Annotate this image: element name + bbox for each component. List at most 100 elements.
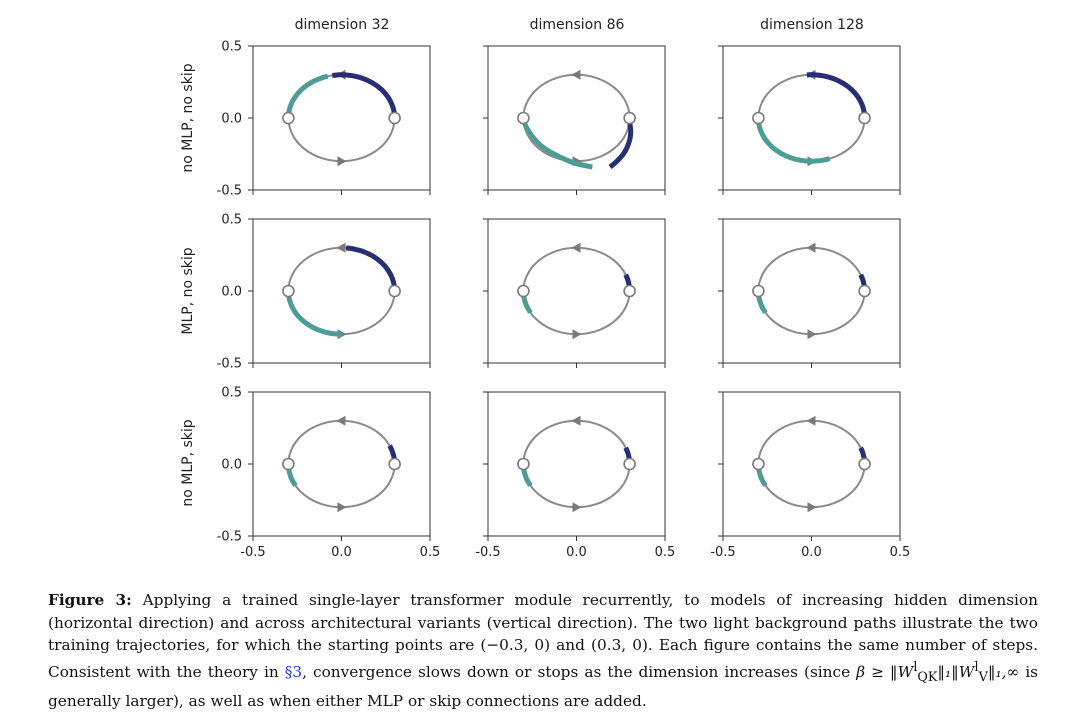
x-tick-label: 0.0 (566, 545, 587, 560)
panel (252, 391, 431, 537)
caption-math-sup-2: l (974, 659, 979, 675)
trajectory-teal (285, 291, 342, 337)
caption-math-sub-1: QK (917, 669, 938, 685)
row-label-0: no MLP, no skip (180, 63, 196, 172)
start-point (858, 284, 871, 298)
row-labels: no MLP, no skip MLP, no skip no MLP, ski… (180, 63, 196, 506)
panel-frame (722, 218, 901, 364)
panel (483, 45, 666, 195)
caption-label: Figure 3: (48, 591, 132, 609)
start-point (623, 111, 636, 125)
y-tick-label: -0.5 (217, 530, 242, 545)
panel-frame (252, 218, 431, 364)
caption-text-2: , convergence slows down or stops as the… (302, 662, 857, 681)
trajectory-teal (285, 73, 329, 118)
start-point (623, 457, 636, 471)
col-title-1: dimension 86 (530, 17, 625, 33)
start-point (858, 457, 871, 471)
panel-frame (252, 391, 431, 537)
y-tick-label: -0.5 (217, 184, 242, 199)
arrow-left-icon (571, 242, 581, 253)
y-tick-label: 0.5 (221, 213, 242, 228)
trajectory-navy (806, 72, 868, 118)
x-tick-labels: -0.5 0.0 0.5 -0.5 0.0 0.5 -0.5 0.0 0.5 (240, 536, 910, 560)
panel (483, 391, 666, 537)
column-titles: dimension 32 dimension 86 dimension 128 (295, 17, 864, 33)
caption-text-1: Applying a trained single-layer transfor… (48, 591, 1038, 681)
row-label-1: MLP, no skip (180, 247, 196, 334)
arrow-left-icon (571, 415, 581, 426)
panel-frame (487, 218, 666, 364)
start-point (282, 284, 295, 298)
panel (252, 45, 431, 195)
x-tick-label: 0.5 (655, 545, 676, 560)
x-tick-label: 0.5 (890, 545, 911, 560)
caption-math-sub-2: V (978, 669, 988, 685)
start-point (858, 111, 871, 125)
arrow-right-icon (807, 329, 817, 340)
x-tick-label: -0.5 (710, 545, 735, 560)
start-point (517, 457, 530, 471)
panel-frame (722, 391, 901, 537)
panels (252, 45, 901, 537)
section-reference-link[interactable]: §3 (284, 662, 303, 681)
panel-frame (252, 45, 431, 191)
start-point (752, 457, 765, 471)
trajectory-teal (521, 119, 593, 170)
y-tick-label: 0.5 (221, 40, 242, 55)
figure-caption: Figure 3: Applying a trained single-laye… (48, 589, 1038, 712)
panel-frame (487, 391, 666, 537)
trajectory-navy (608, 120, 634, 169)
x-tick-label: 0.0 (331, 545, 352, 560)
x-tick-label: -0.5 (240, 545, 265, 560)
arrow-right-icon (572, 502, 582, 513)
figure-grid: dimension 32 dimension 86 dimension 128 … (180, 17, 910, 560)
arrow-right-icon (572, 329, 582, 340)
x-tick-label: -0.5 (475, 545, 500, 560)
start-point (752, 111, 765, 125)
panel (718, 391, 901, 537)
start-point (517, 111, 530, 125)
trajectory-navy (345, 245, 398, 291)
panel-frame (722, 45, 901, 191)
start-point (517, 284, 530, 298)
start-point (282, 111, 295, 125)
arrow-left-icon (806, 242, 816, 253)
caption-text-3: is generally larger), as well as when ei… (48, 662, 1038, 710)
arrow-left-icon (336, 242, 346, 253)
y-tick-labels: 0.5 0.0 -0.5 0.5 0.0 -0.5 0.5 0.0 -0.5 (217, 40, 253, 545)
caption-math-sup-1: l (913, 659, 918, 675)
col-title-2: dimension 128 (760, 17, 864, 33)
row-label-2: no MLP, skip (180, 419, 196, 506)
y-tick-label: 0.0 (221, 458, 242, 473)
arrow-left-icon (336, 415, 346, 426)
y-tick-label: -0.5 (217, 357, 242, 372)
trajectory-teal (755, 117, 831, 164)
caption-math-1: β ≥ ‖W (856, 662, 914, 681)
start-point (388, 111, 401, 125)
x-tick-label: 0.0 (801, 545, 822, 560)
y-tick-label: 0.5 (221, 386, 242, 401)
arrow-right-icon (337, 502, 347, 513)
start-point (282, 457, 295, 471)
arrow-left-icon (806, 415, 816, 426)
start-point (623, 284, 636, 298)
panel (718, 45, 901, 195)
y-tick-label: 0.0 (221, 112, 242, 127)
start-point (752, 284, 765, 298)
panel (718, 218, 901, 368)
arrow-right-icon (807, 502, 817, 513)
arrow-left-icon (571, 69, 581, 80)
x-tick-label: 0.5 (420, 545, 441, 560)
arrow-right-icon (337, 156, 347, 167)
trajectory-navy (331, 72, 398, 119)
panel (252, 218, 431, 368)
caption-math-2: ‖₁‖W (937, 662, 975, 681)
y-tick-label: 0.0 (221, 285, 242, 300)
start-point (388, 284, 401, 298)
panel (483, 218, 666, 368)
start-point (388, 457, 401, 471)
col-title-0: dimension 32 (295, 17, 390, 33)
caption-math-3: ‖₁,∞ (987, 662, 1020, 681)
panel-frame (487, 45, 666, 191)
